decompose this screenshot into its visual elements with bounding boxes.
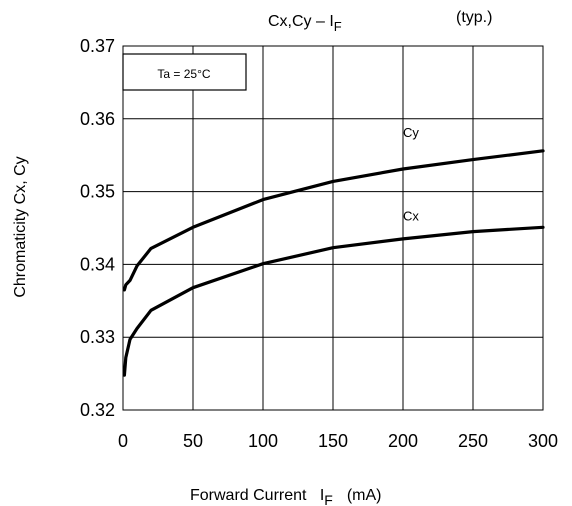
x-tick-labels: 0 50 100 150 200 250 300 bbox=[118, 431, 558, 451]
y-tick-label: 0.35 bbox=[80, 182, 115, 202]
y-tick-labels: 0.32 0.33 0.34 0.35 0.36 0.37 bbox=[80, 36, 115, 420]
series-lines bbox=[122, 149, 545, 377]
x-tick-label: 100 bbox=[248, 431, 278, 451]
x-axis-label-main: Forward Current I bbox=[190, 487, 324, 504]
x-axis-label-subscript: F bbox=[324, 492, 333, 506]
x-tick-label: 150 bbox=[318, 431, 348, 451]
x-axis-label-unit: (mA) bbox=[347, 487, 382, 504]
title-main: Cx,Cy – I bbox=[268, 13, 334, 30]
y-tick-label: 0.33 bbox=[80, 327, 115, 347]
typical-note: (typ.) bbox=[456, 9, 492, 26]
x-tick-label: 50 bbox=[183, 431, 203, 451]
x-tick-label: 0 bbox=[118, 431, 128, 451]
x-tick-label: 200 bbox=[388, 431, 418, 451]
x-tick-label: 300 bbox=[528, 431, 558, 451]
condition-label: Ta = 25°C bbox=[157, 67, 210, 81]
y-tick-label: 0.32 bbox=[80, 400, 115, 420]
grid-lines bbox=[123, 46, 543, 410]
series-line-cy bbox=[122, 149, 545, 292]
series-labels: Cy Cx bbox=[403, 125, 419, 224]
series-label-cx: Cx bbox=[403, 209, 419, 224]
x-tick-label: 250 bbox=[458, 431, 488, 451]
series-label-cy: Cy bbox=[403, 125, 419, 140]
y-tick-label: 0.36 bbox=[80, 109, 115, 129]
condition-box: Ta = 25°C bbox=[122, 53, 247, 91]
chart-title: Cx,Cy – IF bbox=[268, 13, 342, 34]
series-line-cx bbox=[122, 225, 545, 377]
y-axis-label: Chromaticity Cx, Cy bbox=[12, 156, 29, 297]
title-subscript: F bbox=[334, 19, 342, 34]
y-tick-label: 0.34 bbox=[80, 254, 115, 274]
y-tick-label: 0.37 bbox=[80, 36, 115, 56]
x-axis-label: Forward Current IF (mA) bbox=[190, 487, 381, 506]
